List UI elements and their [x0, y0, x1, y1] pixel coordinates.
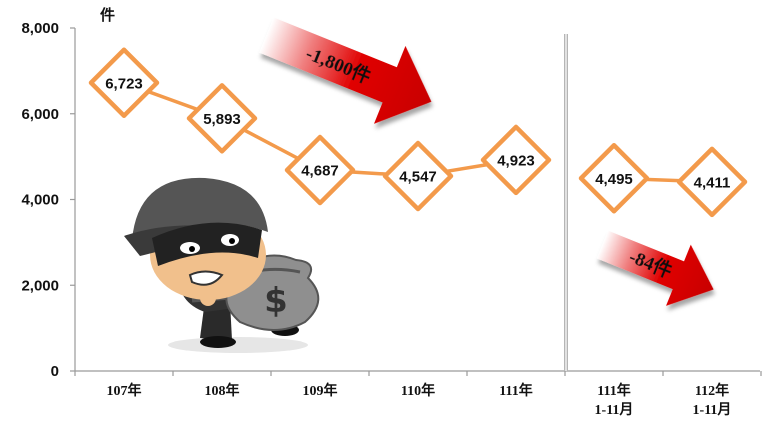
data-label: 4,923 — [497, 152, 535, 169]
decrease-arrow-1800: -1,800件 — [259, 17, 432, 124]
y-tick-label: 4,000 — [21, 192, 59, 209]
data-label: 4,411 — [694, 174, 731, 191]
x-tick-label: 111年 1-11月 — [595, 382, 634, 418]
x-tick-label: 107年 — [107, 382, 142, 399]
dollar-sign-icon: $ — [264, 281, 288, 321]
data-point-marker — [676, 146, 748, 218]
thief-illustration: $ — [124, 177, 320, 353]
y-tick-label: 2,000 — [21, 277, 59, 294]
data-point-marker — [480, 124, 552, 196]
data-label: 4,687 — [301, 163, 339, 180]
x-tick-label: 109年 — [303, 382, 338, 399]
decrease-arrow-84: -84件 — [596, 230, 714, 306]
y-tick-label: 0 — [51, 363, 59, 380]
y-axis-unit: 件 — [100, 6, 115, 24]
data-point-marker — [88, 47, 160, 119]
data-label: 5,893 — [203, 111, 241, 128]
data-label: 6,723 — [105, 75, 143, 92]
x-tick-label: 112年 1-11月 — [693, 382, 732, 418]
x-tick-label: 108年 — [205, 382, 240, 399]
data-point-marker — [382, 140, 454, 212]
data-point-marker — [284, 134, 356, 206]
x-tick-label: 111年 — [499, 382, 532, 399]
data-label: 4,547 — [399, 169, 437, 186]
data-label: 4,495 — [595, 171, 633, 188]
y-axis-ticks: 8,000 6,000 4,000 2,000 0 — [21, 20, 75, 380]
data-point-marker — [578, 143, 650, 214]
y-tick-label: 6,000 — [21, 106, 59, 123]
x-tick-label: 110年 — [401, 382, 435, 399]
series-layer: 6,723 5,893 4,687 4,547 4,923 4,495 4,411 — [88, 47, 748, 218]
y-tick-label: 8,000 — [21, 20, 59, 37]
x-axis-ticks: 107年 108年 109年 110年 111年 111年 1-11月 112年 1-11月 — [74, 371, 762, 418]
data-point-marker — [186, 83, 258, 154]
